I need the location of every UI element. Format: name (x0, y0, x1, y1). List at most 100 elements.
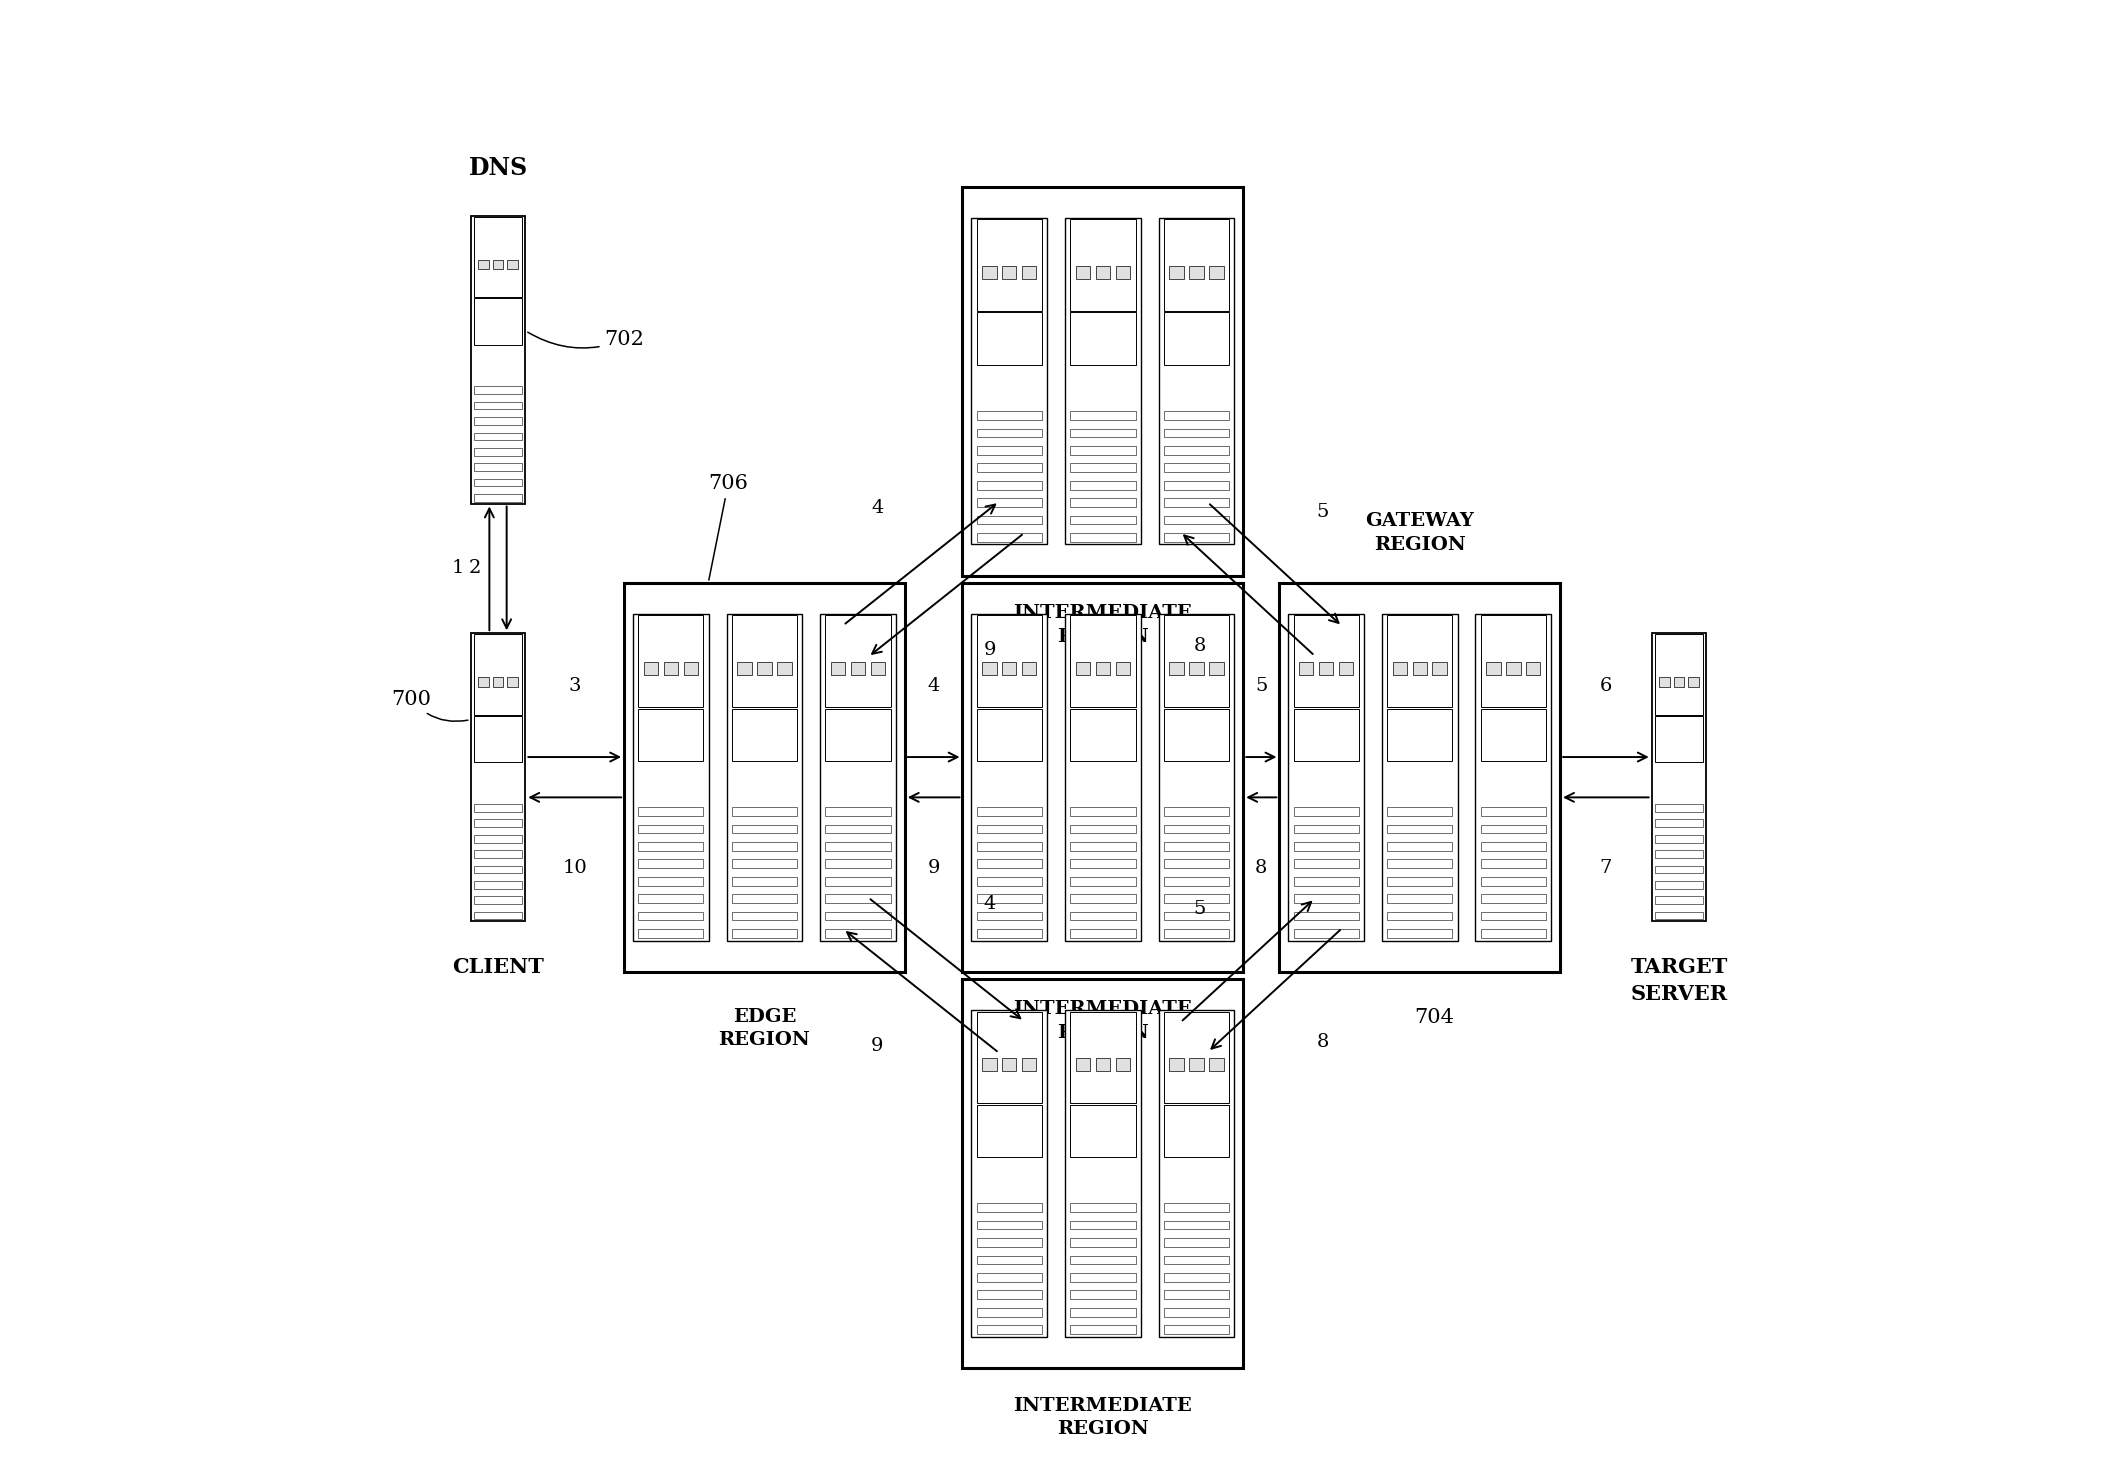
Bar (977, 482, 1042, 489)
Bar (1164, 1204, 1229, 1213)
Bar (474, 850, 522, 857)
Bar (1295, 859, 1358, 868)
Bar (1116, 266, 1130, 279)
Bar (638, 876, 703, 885)
Bar (1069, 1290, 1135, 1299)
Bar (1652, 633, 1707, 922)
Bar (1170, 662, 1183, 675)
Bar (1688, 677, 1699, 687)
Bar (638, 859, 703, 868)
Bar (474, 386, 522, 393)
Bar (1164, 219, 1229, 311)
Bar (733, 615, 798, 708)
Text: 2: 2 (469, 559, 482, 577)
Bar (726, 614, 802, 941)
Bar (850, 662, 865, 675)
Bar (1434, 662, 1446, 675)
Bar (1189, 266, 1204, 279)
Text: 5: 5 (1194, 900, 1206, 918)
Bar (1655, 835, 1703, 843)
Bar (1069, 709, 1135, 760)
Bar (977, 843, 1042, 851)
Bar (474, 716, 522, 762)
Bar (1480, 912, 1545, 920)
Bar (474, 448, 522, 455)
Bar (1097, 662, 1109, 675)
Bar (737, 662, 751, 675)
Bar (977, 498, 1042, 506)
Text: 4: 4 (928, 677, 939, 696)
Bar (1655, 866, 1703, 873)
Bar (977, 912, 1042, 920)
Bar (1387, 615, 1452, 708)
Bar (1387, 807, 1452, 816)
Text: 5: 5 (1255, 677, 1267, 696)
Bar (1065, 614, 1141, 941)
Bar (977, 446, 1042, 455)
Bar (474, 804, 522, 812)
Bar (1295, 709, 1358, 760)
Bar (1069, 929, 1135, 938)
Text: 706: 706 (707, 474, 747, 580)
Bar (962, 186, 1244, 575)
Bar (983, 662, 996, 675)
Text: INTERMEDIATE
REGION: INTERMEDIATE REGION (1013, 1000, 1191, 1042)
Bar (1164, 876, 1229, 885)
Text: 700: 700 (392, 690, 467, 721)
Bar (1387, 709, 1452, 760)
Bar (977, 1104, 1042, 1157)
Bar (1002, 266, 1017, 279)
Bar (1381, 614, 1457, 941)
Bar (1295, 876, 1358, 885)
Bar (684, 662, 699, 675)
Bar (1069, 1255, 1135, 1264)
Text: 8: 8 (1316, 1033, 1328, 1051)
Bar (825, 912, 890, 920)
Bar (733, 929, 798, 938)
Text: GATEWAY
REGION: GATEWAY REGION (1366, 512, 1473, 553)
Bar (1170, 1058, 1183, 1072)
Bar (634, 614, 709, 941)
Bar (733, 876, 798, 885)
Bar (1069, 912, 1135, 920)
Bar (977, 533, 1042, 542)
Bar (1280, 583, 1560, 972)
Bar (977, 411, 1042, 420)
Bar (1299, 662, 1314, 675)
Text: DNS: DNS (469, 156, 528, 179)
Bar (1164, 1290, 1229, 1299)
Bar (1069, 1104, 1135, 1157)
Bar (983, 266, 996, 279)
Text: 10: 10 (562, 859, 587, 876)
Bar (474, 479, 522, 486)
Bar (1076, 662, 1090, 675)
Bar (1069, 615, 1135, 708)
Bar (1164, 1255, 1229, 1264)
Bar (962, 979, 1244, 1368)
Text: 8: 8 (1194, 637, 1206, 655)
Bar (1164, 859, 1229, 868)
Bar (493, 260, 503, 269)
Bar (1394, 662, 1406, 675)
Bar (977, 464, 1042, 473)
Bar (1158, 614, 1234, 941)
Bar (1507, 662, 1520, 675)
Bar (1069, 411, 1135, 420)
Bar (493, 677, 503, 687)
Bar (1480, 894, 1545, 903)
Bar (1069, 515, 1135, 524)
Text: 702: 702 (528, 330, 644, 349)
Bar (970, 1010, 1046, 1336)
Bar (825, 843, 890, 851)
Bar (1158, 217, 1234, 545)
Bar (474, 634, 522, 715)
Bar (1526, 662, 1541, 675)
Bar (1476, 614, 1551, 941)
Bar (478, 260, 488, 269)
Bar (1069, 482, 1135, 489)
Bar (663, 662, 678, 675)
Bar (1339, 662, 1354, 675)
Bar (472, 216, 526, 504)
Bar (1069, 807, 1135, 816)
Text: 6: 6 (1600, 677, 1612, 696)
